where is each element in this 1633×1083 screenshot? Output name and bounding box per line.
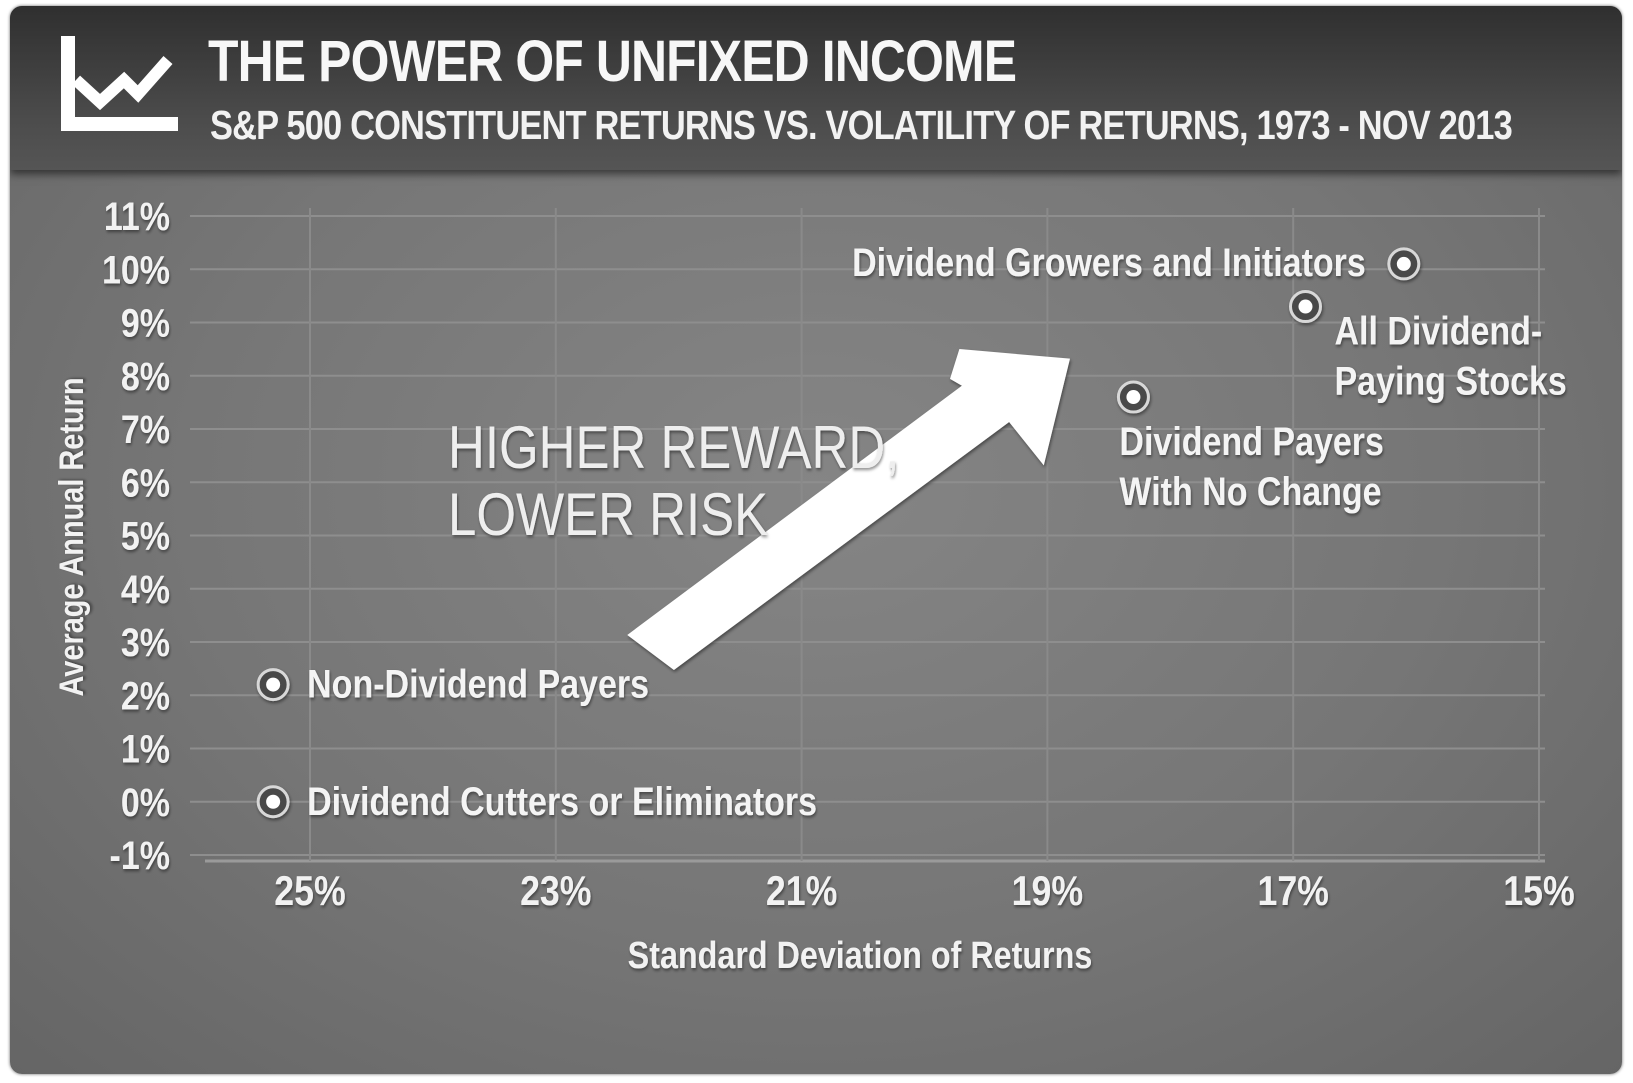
- y-tick-label: 11%: [104, 193, 170, 238]
- x-tick-label: 17%: [1257, 868, 1328, 914]
- y-tick-label: 4%: [121, 566, 170, 611]
- y-tick-label: 2%: [121, 673, 170, 718]
- y-tick-label: 10%: [102, 247, 170, 292]
- data-point: Dividend Growers and Initiators: [852, 239, 1421, 285]
- y-tick-label: 9%: [121, 300, 170, 345]
- chart-card: THE POWER OF UNFIXED INCOME S&P 500 CONS…: [10, 6, 1622, 1074]
- chart-title: THE POWER OF UNFIXED INCOME: [208, 29, 1017, 94]
- point-marker-core: [1126, 390, 1141, 405]
- point-marker-core: [1396, 256, 1411, 271]
- x-tick-label: 25%: [274, 868, 345, 914]
- point-label: Dividend Cutters or Eliminators: [307, 778, 817, 823]
- data-point: Non-Dividend Payers: [256, 661, 649, 706]
- y-tick-label: 6%: [121, 460, 170, 505]
- data-point: Dividend Cutters or Eliminators: [256, 778, 817, 823]
- point-label: Dividend Growers and Initiators: [852, 239, 1366, 284]
- annotation-text: HIGHER REWARD, LOWER RISK: [448, 414, 914, 548]
- x-axis-title: Standard Deviation of Returns: [628, 935, 1093, 977]
- y-tick-label: 7%: [121, 406, 170, 451]
- point-marker-core: [266, 794, 281, 809]
- x-tick-label: 15%: [1503, 868, 1574, 914]
- line-chart-icon: [61, 36, 178, 131]
- data-points: Non-Dividend Payers Dividend Cutters or E…: [256, 239, 1567, 823]
- x-tick-label: 21%: [766, 868, 837, 914]
- data-point: All Dividend- Paying Stocks: [1288, 290, 1567, 403]
- point-label: Dividend Payers: [1119, 418, 1383, 463]
- point-label: All Dividend-: [1334, 308, 1542, 353]
- y-tick-label: -1%: [110, 832, 170, 877]
- annotation-line-2: LOWER RISK: [448, 481, 768, 548]
- y-tick-label: 3%: [121, 619, 170, 664]
- chart-header: THE POWER OF UNFIXED INCOME S&P 500 CONS…: [10, 6, 1622, 170]
- x-tick-label: 19%: [1012, 868, 1083, 914]
- y-tick-label: 1%: [121, 726, 170, 771]
- point-marker-core: [1298, 299, 1313, 314]
- grid-lines: [190, 208, 1545, 863]
- x-axis-ticks: 25% 23% 21% 19% 17% 15%: [274, 868, 1574, 914]
- x-tick-label: 23%: [520, 868, 591, 914]
- up-right-arrow-icon: [627, 349, 1070, 670]
- y-tick-label: 0%: [121, 779, 170, 824]
- point-marker-core: [266, 677, 281, 692]
- annotation-line-1: HIGHER REWARD,: [448, 414, 899, 481]
- point-label: Paying Stocks: [1334, 358, 1566, 403]
- y-tick-label: 5%: [121, 513, 170, 558]
- y-axis-title: Average Annual Return: [52, 378, 91, 697]
- data-point: Dividend Payers With No Change: [1116, 380, 1384, 514]
- point-label: With No Change: [1119, 468, 1381, 513]
- point-label: Non-Dividend Payers: [307, 661, 649, 706]
- chart-subtitle: S&P 500 CONSTITUENT RETURNS VS. VOLATILI…: [210, 102, 1513, 148]
- y-tick-label: 8%: [121, 353, 170, 398]
- y-axis-ticks: -1% 0% 1% 2% 3% 4% 5% 6% 7% 8% 9% 10% 11%: [102, 193, 170, 877]
